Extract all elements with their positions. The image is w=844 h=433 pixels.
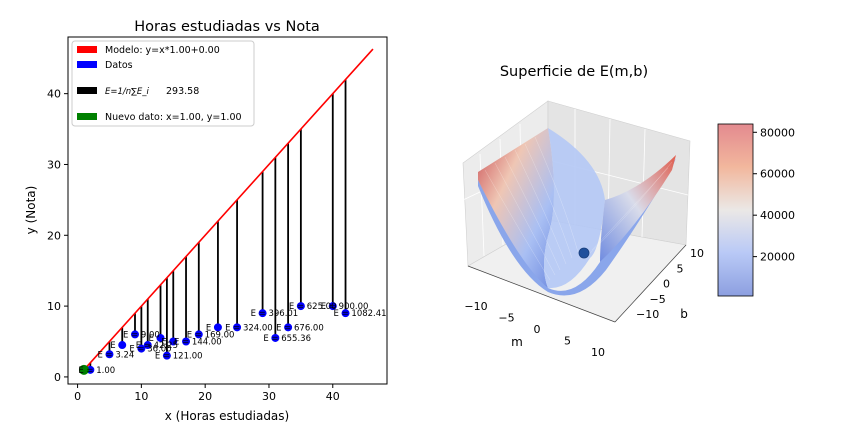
data-point (169, 337, 178, 346)
surface-right-wall (600, 155, 676, 262)
b-tick-label: 0 (663, 278, 670, 291)
scatter-chart: Horas estudiadas vs Nota 0 10 20 30 40 0 10 20 3… (24, 19, 388, 423)
model-line (83, 48, 374, 371)
error-label: E (110, 341, 115, 351)
m-tick-label: −5 (498, 312, 514, 325)
legend-box (71, 40, 255, 127)
surface-mesh (484, 136, 673, 281)
data-points (78, 302, 350, 375)
error-label: E = 625.00 (289, 302, 337, 312)
error-label: E = 3.24 (97, 350, 134, 360)
x-axis-label: x (Horas estudiadas) (165, 409, 289, 423)
data-point (105, 350, 114, 359)
colorbar-ticks: 20000 40000 60000 80000 (753, 126, 795, 264)
y-tick-label: 0 (54, 371, 61, 384)
surface-title: Superficie de E(m,b) (500, 64, 648, 80)
error-label: E = 42.25 (136, 341, 178, 351)
b-tick-label: −10 (636, 308, 659, 321)
data-point (258, 309, 267, 318)
data-point (162, 351, 171, 360)
data-point (271, 333, 280, 342)
m-axis-label: m (511, 335, 523, 349)
x-tick-label: 20 (198, 390, 212, 403)
m-tick-label: 0 (534, 323, 541, 336)
m-tick-label: 10 (591, 346, 605, 359)
axis-ticks: 0 10 20 30 40 0 10 20 30 40 (47, 88, 340, 403)
error-label: E = 655.36 (263, 334, 311, 344)
data-point (341, 309, 350, 318)
error-label: E = 36.00 (129, 345, 171, 355)
data-point (284, 323, 293, 332)
new-data-point (78, 364, 89, 375)
data-point (130, 330, 139, 339)
data-point (118, 341, 127, 350)
x-tick-label: 0 (74, 390, 81, 403)
m-tick-label: 5 (564, 335, 571, 348)
x-tick-label: 10 (134, 390, 148, 403)
y-tick-label: 20 (47, 229, 61, 242)
surface-left-wall (478, 128, 554, 288)
legend-new-label: Nuevo dato: x=1.00, y=1.00 (105, 112, 242, 123)
surface-valley (544, 128, 605, 289)
colorbar (717, 123, 754, 297)
data-point (328, 302, 337, 311)
error-label: E = 169.00 (187, 330, 235, 340)
legend-error-swatch (77, 87, 97, 94)
x-tick-label: 40 (326, 390, 340, 403)
data-point (137, 344, 146, 353)
data-point (296, 302, 305, 311)
x-tick-label: 30 (262, 390, 276, 403)
legend-model-label: Modelo: y=x*1.00+0.00 (105, 45, 220, 56)
b-axis-label: b (680, 307, 688, 321)
error-label: E = 144.00 (174, 338, 222, 348)
data-point (213, 323, 222, 332)
legend-data-label: Datos (105, 60, 133, 71)
legend-model-swatch (77, 46, 97, 53)
colorbar-tick-label: 80000 (760, 126, 795, 139)
b-axis-line (614, 244, 687, 323)
error-label: E = 121.00 (155, 352, 203, 362)
m-axis-line (467, 265, 616, 323)
data-point (156, 333, 165, 342)
m-tick-label: −10 (464, 300, 487, 313)
y-tick-label: 40 (47, 88, 61, 101)
m-axis-ticks: −10 −5 0 5 10 (464, 300, 605, 359)
chart-title: Horas estudiadas vs Nota (134, 19, 320, 35)
error-label: E = 396.01 (251, 309, 299, 319)
colorbar-tick-label: 20000 (760, 251, 795, 264)
legend-data-swatch (77, 61, 97, 68)
data-point (182, 337, 191, 346)
error-label: E (149, 334, 154, 344)
y-tick-label: 10 (47, 300, 61, 313)
legend-new-swatch (77, 113, 97, 120)
colorbar-tick-label: 60000 (760, 168, 795, 181)
data-point (233, 323, 242, 332)
y-tick-label: 30 (47, 158, 61, 171)
plot-area (67, 36, 388, 385)
y-axis-label: y (Nota) (24, 186, 38, 235)
error-label: E = 1082.41 (334, 309, 387, 319)
error-lines (89, 79, 347, 370)
legend-error-value: 293.58 (166, 86, 199, 97)
error-label: E = 676.00 (276, 323, 324, 333)
error-label: E (206, 323, 211, 333)
b-tick-label: 5 (677, 262, 684, 275)
error-label: E = 1.00 (78, 366, 115, 376)
legend-error-formula: E=1/n∑E_i (105, 87, 149, 97)
b-tick-label: −5 (650, 293, 666, 306)
data-point (194, 330, 203, 339)
surface-min-marker (578, 247, 590, 259)
legend: Modelo: y=x*1.00+0.00 Datos E=1/n∑E_i 29… (71, 40, 255, 127)
colorbar-tick-label: 40000 (760, 209, 795, 222)
error-label: E = 900.00 (321, 302, 369, 312)
b-axis-ticks: −10 −5 05 10 (636, 247, 704, 321)
error-label: E (161, 338, 166, 348)
b-tick-label: 10 (690, 247, 704, 260)
data-point (143, 341, 152, 350)
error-label: E = 9.00 (123, 330, 160, 340)
error-label: E = 324.00 (225, 323, 273, 333)
